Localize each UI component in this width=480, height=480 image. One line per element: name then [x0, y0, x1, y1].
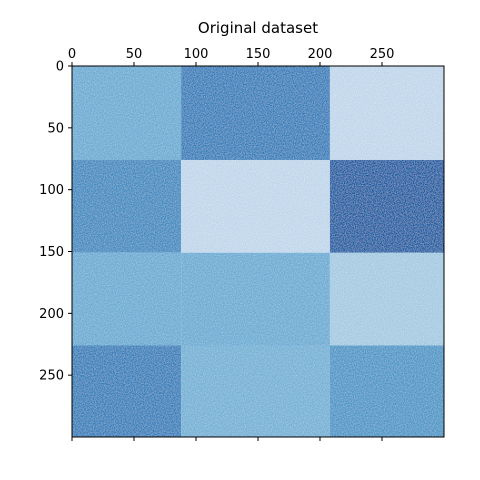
y-tick-label: 150: [39, 245, 64, 260]
heatmap-block-r2-c0: [72, 252, 182, 346]
x-tick-label: 50: [126, 47, 143, 62]
x-tick-label: 250: [370, 47, 395, 62]
y-tick-label: 250: [39, 369, 64, 384]
heatmap-block-r2-c2: [329, 252, 444, 346]
heatmap-block-r0-c2: [329, 66, 444, 160]
y-tick-label: 200: [39, 307, 64, 322]
y-tick-label: 100: [39, 183, 64, 198]
x-tick-label: 0: [68, 47, 76, 62]
y-tick-label: 0: [56, 60, 64, 75]
heatmap-block-r1-c0: [72, 159, 182, 253]
heatmap-block-r0-c0: [72, 66, 182, 160]
x-axis-ticks: 0 50 100 150 200 250: [68, 47, 395, 441]
heatmap-block-r1-c1: [181, 159, 330, 253]
heatmap-block-r0-c1: [181, 66, 330, 160]
heatmap-block-r3-c2: [329, 345, 444, 437]
x-tick-label: 100: [184, 47, 209, 62]
heatmap-block-r3-c0: [72, 345, 182, 437]
y-tick-label: 50: [47, 121, 64, 136]
heatmap-block-r3-c1: [181, 345, 330, 437]
heatmap-block-r2-c1: [181, 252, 330, 346]
y-axis-ticks: 0 50 100 150 200 250: [39, 60, 72, 384]
x-tick-label: 150: [246, 47, 271, 62]
heatmap-cells: [72, 66, 444, 437]
chart-title: Original dataset: [198, 19, 318, 37]
x-tick-label: 200: [308, 47, 333, 62]
heatmap-block-r1-c2: [329, 159, 444, 253]
